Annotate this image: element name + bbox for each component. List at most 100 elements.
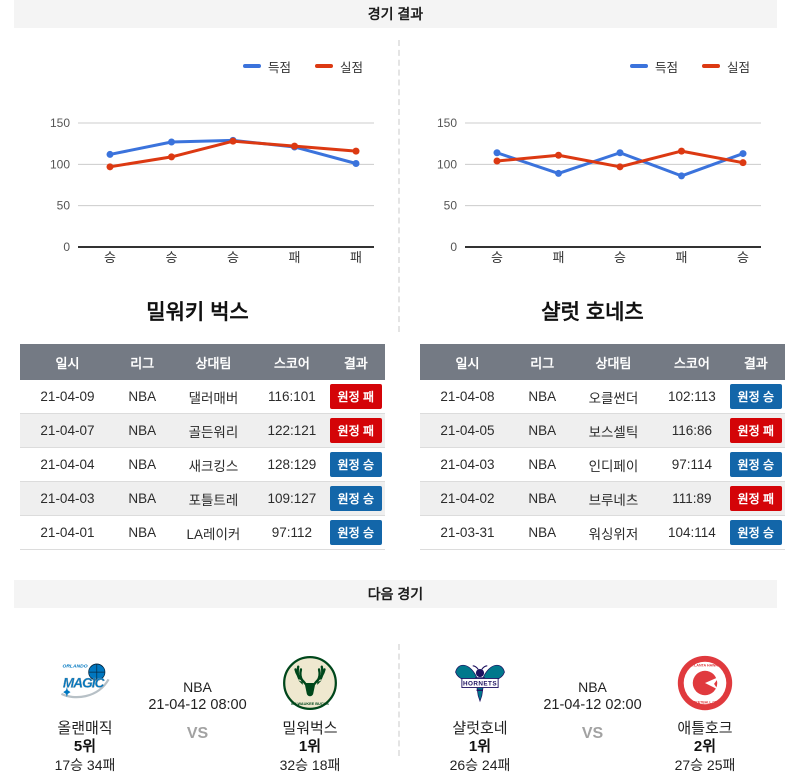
result-badge: 원정 패 (729, 418, 783, 443)
orlando-magic-logo: ORLANDO MAGIC (60, 664, 110, 699)
team-title-charlotte: 샬럿 호네츠 (541, 301, 644, 324)
game-opponent: 새크킹스 (169, 447, 258, 482)
game-date: 21-04-05 (420, 413, 515, 448)
result-badge: 원정 승 (329, 486, 383, 511)
results-section-header: 경기 결과 (14, 0, 777, 28)
chart-panel-charlotte: 득점 실점 0 50 100 150 승 패 승 패 승 (395, 58, 790, 274)
svg-text:패: 패 (553, 250, 565, 265)
game-score: 109:127 (257, 481, 327, 516)
column-header: 결과 (726, 344, 785, 380)
team-block-atlanta: ATLANTA HAWKS BASKETBALL CLUB 애틀호크 2위 27… (644, 654, 766, 774)
charlotte-hornets-logo: HORNETS (455, 664, 505, 703)
column-header: 리그 (114, 344, 170, 380)
team-title-milwaukee: 밀워키 벅스 (146, 301, 249, 324)
legend-label: 실점 (726, 60, 750, 75)
results-table-charlotte: 일시 리그 상대팀 스코어 결과 21-04-08 NBA 오클썬더 102:113 원정 승 21… (420, 344, 785, 550)
chart-legend: 득점 실점 (409, 58, 782, 75)
team-record: 17승 34패 (54, 757, 116, 773)
legend-label: 득점 (267, 60, 291, 75)
line-chart-milwaukee: 0 50 100 150 승 승 승 패 패 (50, 116, 374, 265)
svg-text:50: 50 (57, 199, 71, 213)
game-result-row: 21-04-03 NBA 포틀트레 109:127 원정 승 (20, 481, 385, 516)
svg-text:100: 100 (50, 157, 70, 171)
game-result-row: 21-04-05 NBA 보스셀틱 116:86 원정 패 (420, 413, 785, 448)
next-games-section-header: 다음 경기 (14, 580, 777, 608)
league-label: NBA (183, 679, 212, 695)
game-league: NBA (514, 447, 570, 482)
game-date: 21-04-09 (20, 380, 115, 414)
game-date: 21-04-07 (20, 413, 115, 448)
team-titles-row: 밀워키 벅스 샬럿 호네츠 (0, 300, 791, 326)
results-table-panel-milwaukee: 일시 리그 상대팀 스코어 결과 21-04-09 NBA 댈러매버 116:101 원정 패 21… (0, 344, 395, 550)
team-record: 27승 25패 (674, 757, 736, 773)
team-rank: 1위 (468, 738, 492, 755)
svg-text:승: 승 (491, 250, 503, 265)
svg-text:150: 150 (50, 116, 70, 130)
game-result-row: 21-04-01 NBA LA레이커 97:112 원정 승 (20, 515, 385, 550)
game-result-row: 21-04-02 NBA 브루네츠 111:89 원정 패 (420, 481, 785, 516)
game-date: 21-04-01 (20, 515, 115, 550)
vs-label: VS (186, 725, 209, 742)
match-card-hornets-hawks: HORNETS 샬럿호네 1위 26승 24패 NBA 21-04-12 02:… (395, 654, 790, 774)
result-badge: 원정 패 (329, 384, 383, 409)
team-name: 올랜매직 (57, 720, 113, 737)
game-opponent: 오클썬더 (569, 380, 658, 414)
game-score: 104:114 (657, 515, 727, 550)
game-score: 97:114 (657, 447, 727, 482)
result-badge: 원정 승 (329, 452, 383, 477)
result-badge: 원정 패 (329, 418, 383, 443)
milwaukee-bucks-logo: MILWAUKEE BUCKS (283, 656, 337, 710)
game-opponent: 댈러매버 (169, 380, 258, 414)
next-games-row: ORLANDO MAGIC 올랜매직 5위 17승 34패 NBA 21-04-… (0, 654, 791, 774)
game-date: 21-03-31 (420, 515, 515, 550)
results-section-title: 경기 결과 (367, 6, 424, 22)
team-rank: 5위 (73, 738, 97, 755)
legend-color-dash (242, 64, 261, 68)
result-badge: 원정 승 (729, 452, 783, 477)
match-info: NBA 21-04-12 02:00 VS (541, 654, 644, 774)
chart-panel-milwaukee: 득점 실점 0 50 100 150 승 승 승 패 패 (0, 58, 395, 274)
game-league: NBA (514, 481, 570, 516)
game-opponent: 브루네츠 (569, 481, 658, 516)
legend-color-dash (701, 64, 720, 68)
game-opponent: 골든워리 (169, 413, 258, 448)
column-header: 일시 (20, 344, 115, 380)
legend-color-dash (629, 64, 648, 68)
logo-text: MAGIC (63, 676, 105, 691)
column-header: 결과 (326, 344, 385, 380)
next-games-section-title: 다음 경기 (367, 586, 424, 602)
game-league: NBA (114, 481, 170, 516)
svg-text:패: 패 (350, 250, 362, 265)
game-opponent: 포틀트레 (169, 481, 258, 516)
game-opponent: 워싱위저 (569, 515, 658, 550)
svg-text:승: 승 (737, 250, 749, 265)
atlanta-hawks-logo: ATLANTA HAWKS BASKETBALL CLUB (677, 655, 733, 711)
team-name: 샬럿호네 (452, 720, 508, 737)
game-score: 116:86 (657, 413, 727, 448)
game-result-row: 21-04-08 NBA 오클썬더 102:113 원정 승 (420, 380, 785, 414)
legend-label: 실점 (339, 60, 363, 75)
team-block-milwaukee: MILWAUKEE BUCKS 밀워벅스 1위 32승 18패 (249, 654, 371, 774)
datetime-label: 21-04-12 08:00 (148, 697, 247, 713)
svg-text:승: 승 (227, 250, 239, 265)
chart-legend: 득점 실점 (22, 57, 395, 76)
game-opponent: 보스셀틱 (569, 413, 658, 448)
team-block-orlando: ORLANDO MAGIC 올랜매직 5위 17승 34패 (24, 654, 146, 774)
column-header: 스코어 (657, 344, 727, 380)
game-date: 21-04-03 (420, 447, 515, 482)
vs-label: VS (581, 725, 604, 742)
game-league: NBA (514, 413, 570, 448)
game-league: NBA (514, 515, 570, 550)
game-result-row: 21-04-07 NBA 골든워리 122:121 원정 패 (20, 413, 385, 448)
game-score: 122:121 (257, 413, 327, 448)
svg-text:승: 승 (166, 250, 178, 265)
legend-item: 실점 (314, 57, 363, 76)
game-league: NBA (114, 447, 170, 482)
game-league: NBA (114, 413, 170, 448)
game-date: 21-04-04 (20, 447, 115, 482)
team-block-charlotte: HORNETS 샬럿호네 1위 26승 24패 (419, 654, 541, 774)
result-badge: 원정 패 (729, 486, 783, 511)
result-badge: 원정 승 (729, 520, 783, 545)
team-record: 32승 18패 (279, 757, 341, 773)
svg-text:0: 0 (450, 240, 457, 254)
